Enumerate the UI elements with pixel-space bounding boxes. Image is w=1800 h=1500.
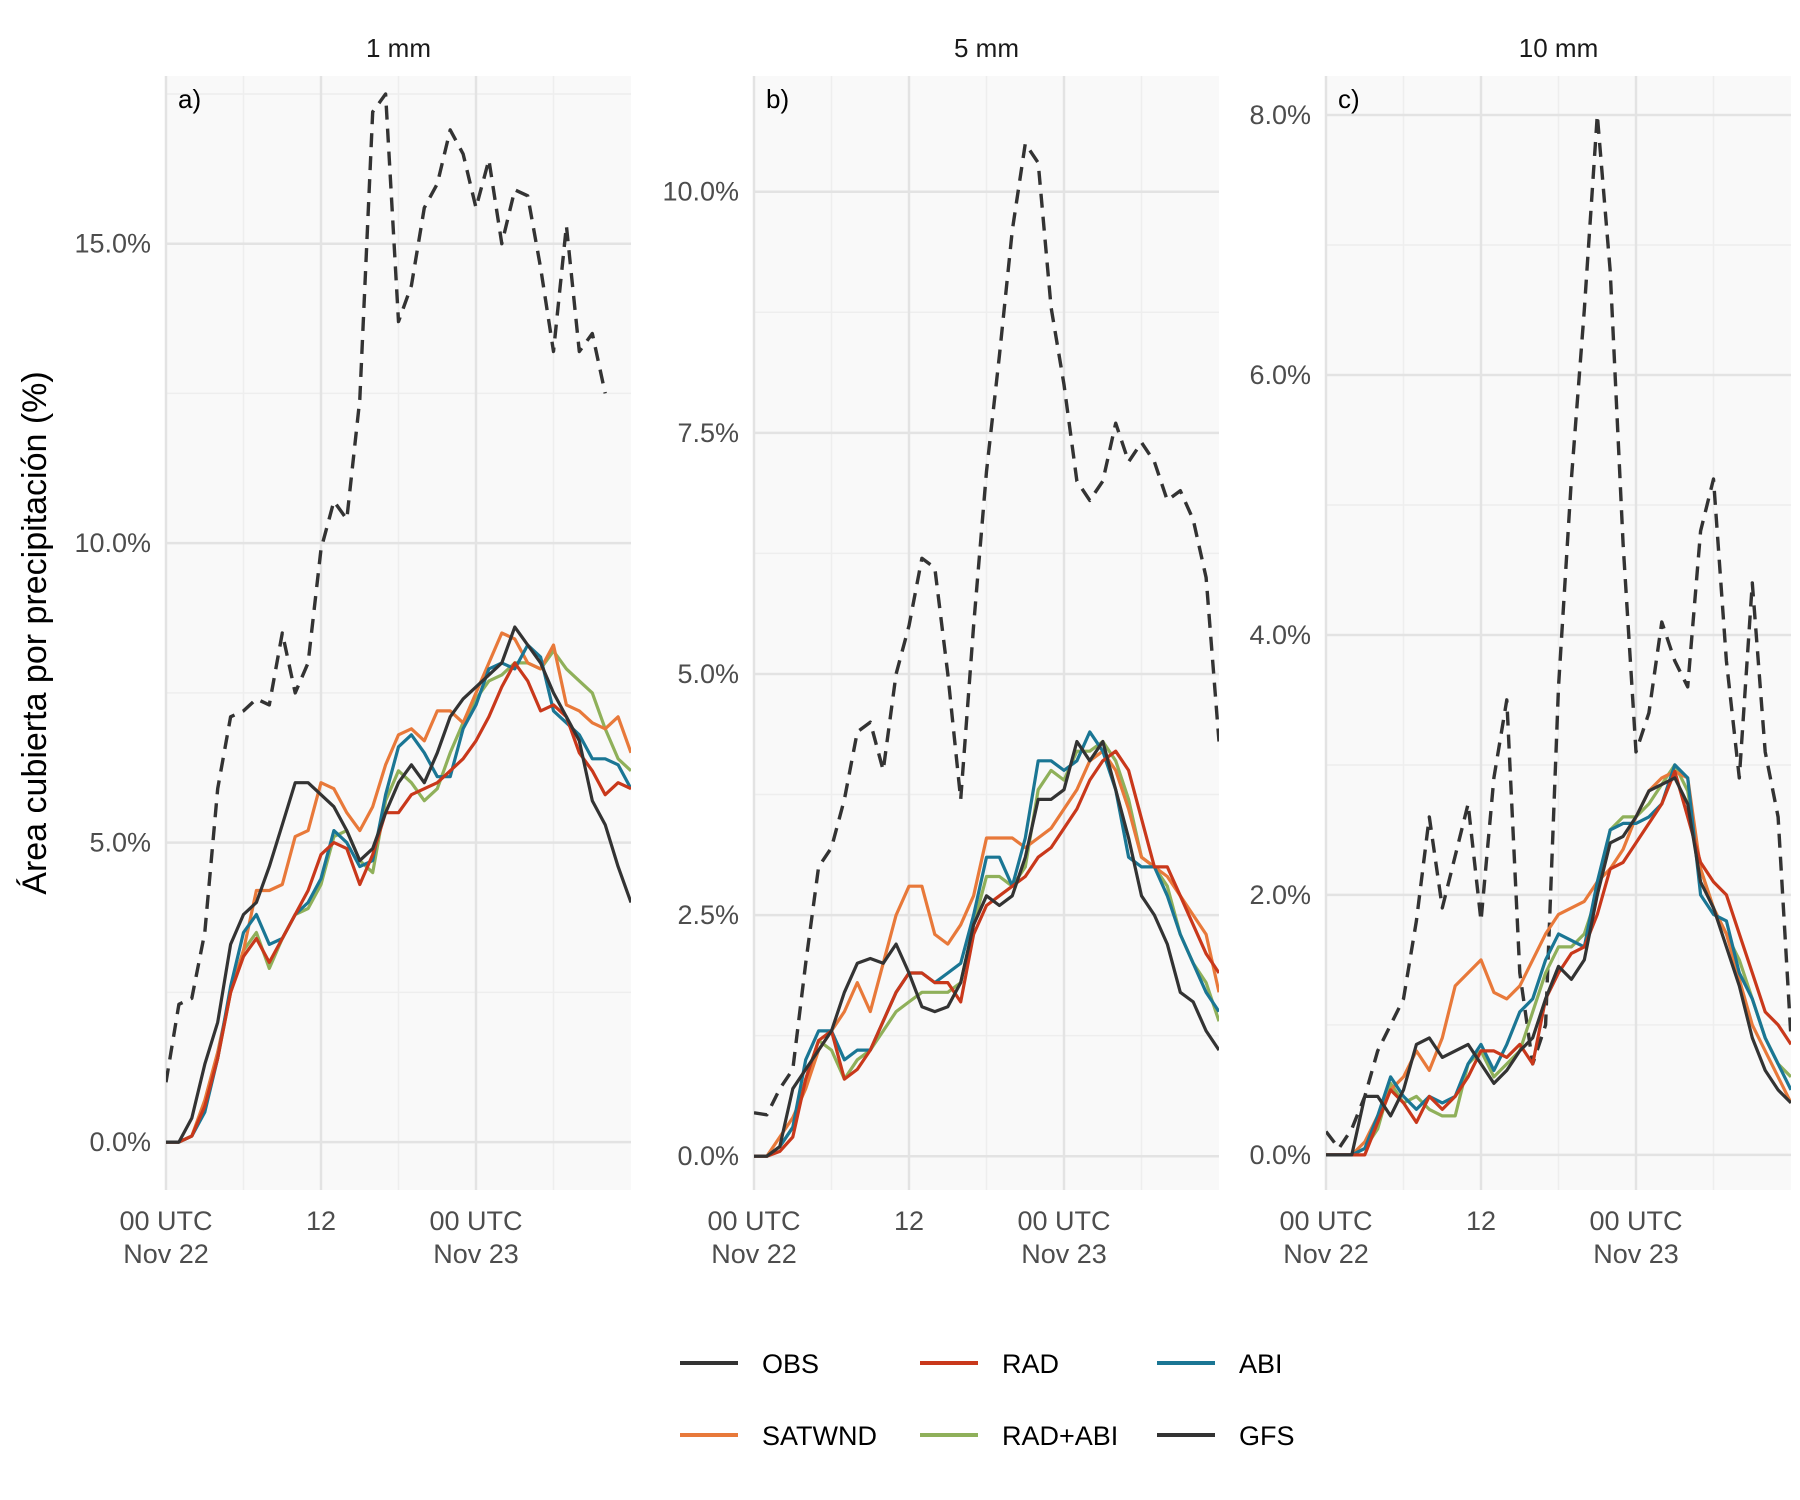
legend-item-rad-abi: RAD+ABI	[920, 1421, 1118, 1451]
series-line-obs	[1326, 776, 1791, 1157]
series-line-gfs	[754, 141, 1219, 1117]
series-line-abi	[1326, 763, 1791, 1157]
y-tick-label: 15.0%	[74, 229, 151, 259]
series-line-satwnd	[166, 631, 631, 1144]
y-tick-label: 5.0%	[89, 828, 151, 858]
y-tick-label: 0.0%	[1249, 1140, 1311, 1170]
y-tick-label: 2.0%	[1249, 880, 1311, 910]
series-line-obs	[754, 739, 1219, 1158]
legend-label: OBS	[762, 1349, 819, 1379]
y-tick-label: 0.0%	[677, 1141, 739, 1171]
x-tick-label: 12	[894, 1206, 924, 1236]
legend-label: RAD	[1002, 1349, 1059, 1379]
x-tick-sublabel: Nov 23	[433, 1239, 519, 1269]
y-tick-label: 7.5%	[677, 418, 739, 448]
panel-tag: b)	[766, 84, 789, 114]
panel-title: 1 mm	[366, 33, 431, 63]
legend-item-satwnd: SATWND	[680, 1421, 877, 1451]
series-line-gfs	[166, 92, 607, 1083]
x-tick-label: 00 UTC	[1279, 1206, 1372, 1236]
legend: OBS RAD ABI SATWND RAD+ABI GFS	[680, 1349, 1295, 1451]
x-tick-label: 12	[1466, 1206, 1496, 1236]
y-tick-label: 8.0%	[1249, 100, 1311, 130]
x-tick-sublabel: Nov 23	[1593, 1239, 1679, 1269]
y-axis-title: Área cubierta por precipitación (%)	[16, 371, 54, 894]
x-tick-label: 00 UTC	[1589, 1206, 1682, 1236]
y-tick-label: 4.0%	[1249, 620, 1311, 650]
series-line-obs	[166, 625, 631, 1144]
x-tick-label: 00 UTC	[1017, 1206, 1110, 1236]
x-tick-label: 00 UTC	[119, 1206, 212, 1236]
panel-title: 10 mm	[1519, 33, 1598, 63]
series-line-rad	[1326, 769, 1791, 1157]
series-line-abi	[166, 643, 631, 1144]
x-tick-sublabel: Nov 23	[1021, 1239, 1107, 1269]
panel-title: 5 mm	[954, 33, 1019, 63]
legend-label: RAD+ABI	[1002, 1421, 1118, 1451]
series-line-rad	[166, 661, 631, 1144]
legend-item-gfs: GFS	[1157, 1421, 1295, 1451]
x-tick-label: 00 UTC	[429, 1206, 522, 1236]
panel-tag: a)	[178, 84, 201, 114]
legend-item-abi: ABI	[1157, 1349, 1283, 1379]
panel-tag: c)	[1338, 84, 1360, 114]
y-tick-label: 6.0%	[1249, 360, 1311, 390]
y-tick-label: 0.0%	[89, 1127, 151, 1157]
y-tick-label: 2.5%	[677, 900, 739, 930]
series-line-gfs	[1326, 113, 1791, 1151]
x-tick-sublabel: Nov 22	[123, 1239, 209, 1269]
x-tick-sublabel: Nov 22	[711, 1239, 797, 1269]
legend-item-rad: RAD	[920, 1349, 1059, 1379]
legend-label: SATWND	[762, 1421, 877, 1451]
y-tick-label: 10.0%	[662, 177, 739, 207]
y-tick-label: 10.0%	[74, 528, 151, 558]
x-tick-sublabel: Nov 22	[1283, 1239, 1369, 1269]
legend-item-obs: OBS	[680, 1349, 819, 1379]
x-tick-label: 00 UTC	[707, 1206, 800, 1236]
legend-label: GFS	[1239, 1421, 1295, 1451]
legend-label: ABI	[1239, 1349, 1283, 1379]
x-tick-label: 12	[306, 1206, 336, 1236]
y-tick-label: 5.0%	[677, 659, 739, 689]
